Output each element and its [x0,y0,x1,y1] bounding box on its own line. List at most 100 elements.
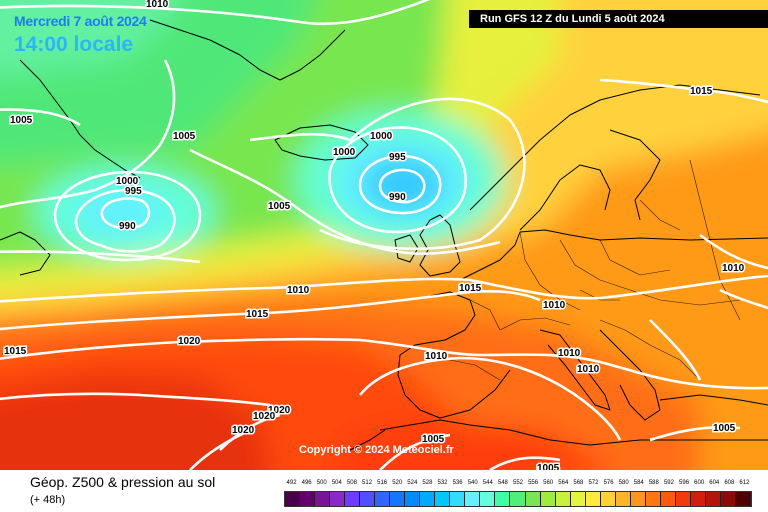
color-scale-swatch [675,492,691,506]
color-scale-tick-label: 580 [618,480,629,486]
color-scale-tick-label: 596 [679,480,690,486]
isobar-label: 1015 [4,346,27,357]
isobar-label: 990 [119,221,136,232]
color-scale-tick-label: 584 [633,480,644,486]
color-scale: 492 496 500 504 508 512 516 520 524 528 532 536 540 5… [284,480,752,508]
color-scale-tick-label: 552 [512,480,523,486]
color-scale-swatch [570,492,586,506]
color-scale-tick-label: 568 [573,480,584,486]
color-scale-swatch [360,492,376,506]
isobar-label: 1000 [370,131,393,142]
geopotential-field [0,0,768,470]
color-scale-tick-label: 612 [739,480,750,486]
isobar-label: 1015 [459,283,482,294]
model-run-label: Run GFS 12 Z du Lundi 5 août 2024 [469,10,768,28]
coastlines [0,19,768,451]
color-scale-tick-label: 500 [316,480,327,486]
isobar-label: 1005 [713,423,736,434]
isobar-label: 1020 [232,425,255,436]
color-scale-tick-label: 528 [422,480,433,486]
isobars [0,0,768,470]
isobar-label: 1020 [178,336,201,347]
forecast-lead-time: (+ 48h) [30,494,66,506]
isobar-label: 1010 [287,285,310,296]
color-scale-swatch [375,492,391,506]
isobar-label: 995 [125,186,142,197]
copyright-notice: Copyright © 2024 Meteociel.fr [299,444,454,456]
color-scale-swatch [645,492,661,506]
color-scale-swatch [330,492,346,506]
isobar-label: 1000 [116,176,139,187]
color-scale-tick-label: 504 [331,480,342,486]
color-scale-tick-label: 576 [603,480,614,486]
color-scale-tick-label: 508 [346,480,357,486]
color-scale-swatch [690,492,706,506]
isobar-label: 1005 [10,115,33,126]
weather-map: 1010 1005 1005 1000 995 990 1000 1000 99… [0,0,768,470]
legend-footer: Géop. Z500 & pression au sol (+ 48h) 492… [0,470,768,512]
color-scale-swatch [510,492,526,506]
color-scale-swatch [450,492,466,506]
color-scale-swatch [420,492,436,506]
color-scale-tick-label: 600 [694,480,705,486]
color-scale-tick-label: 512 [362,480,373,486]
color-scale-tick-label: 588 [648,480,659,486]
color-scale-swatch [435,492,451,506]
color-scale-tick-label: 592 [663,480,674,486]
color-scale-labels: 492 496 500 504 508 512 516 520 524 528 532 536 540 5… [284,480,752,490]
isobar-label: 1005 [173,131,196,142]
color-scale-swatch [615,492,631,506]
isobar-label: 1010 [577,364,600,375]
color-scale-tick-label: 536 [452,480,463,486]
color-scale-swatch [480,492,496,506]
color-scale-tick-label: 524 [407,480,418,486]
forecast-date: Mercredi 7 août 2024 [14,13,147,29]
color-scale-swatch [705,492,721,506]
forecast-time: 14:00 locale [14,33,134,56]
color-scale-tick-label: 604 [709,480,720,486]
isobar-label: 1010 [146,0,169,10]
isobar-label: 1000 [333,147,356,158]
color-scale-bar [284,491,752,507]
color-scale-swatch [735,492,751,506]
color-scale-tick-label: 564 [558,480,569,486]
color-scale-swatch [600,492,616,506]
color-scale-tick-label: 560 [543,480,554,486]
isobar-label: 1010 [722,263,745,274]
color-scale-swatch [525,492,541,506]
color-scale-swatch [585,492,601,506]
color-scale-swatch [630,492,646,506]
isobar-label: 1010 [543,300,566,311]
isobar-labels: 1010 1005 1005 1000 995 990 1000 1000 99… [3,0,747,470]
legend-title: Géop. Z500 & pression au sol [30,474,216,490]
isobar-label: 1020 [268,405,291,416]
color-scale-tick-label: 544 [482,480,493,486]
color-scale-tick-label: 608 [724,480,735,486]
isobar-label: 1005 [422,434,445,445]
color-scale-swatch [660,492,676,506]
color-scale-swatch [555,492,571,506]
isobar-label: 1020 [253,411,276,422]
color-scale-tick-label: 516 [377,480,388,486]
color-scale-tick-label: 496 [301,480,312,486]
color-scale-tick-label: 492 [286,480,297,486]
color-scale-tick-label: 556 [528,480,539,486]
isobar-label: 1015 [246,309,269,320]
isobar-label: 1015 [690,86,713,97]
color-scale-swatch [405,492,421,506]
color-scale-swatch [540,492,556,506]
color-scale-swatch [285,492,301,506]
color-scale-tick-label: 548 [497,480,508,486]
color-scale-swatch [345,492,361,506]
color-scale-swatch [720,492,736,506]
color-scale-swatch [300,492,316,506]
isobar-label: 1005 [268,201,291,212]
isobar-label: 1005 [537,463,560,470]
isobar-label: 1010 [425,351,448,362]
isobar-label: 995 [389,152,406,163]
color-scale-swatch [315,492,331,506]
color-scale-tick-label: 520 [392,480,403,486]
isobar-label: 990 [389,192,406,203]
isobar-label: 1010 [558,348,581,359]
